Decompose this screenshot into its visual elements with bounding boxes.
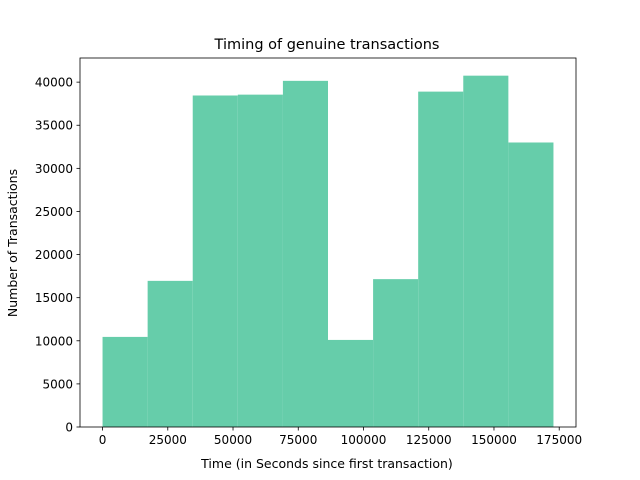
plot-frame [79,57,577,428]
y-tick-label: 0 [65,421,73,435]
histogram-bar [237,94,283,427]
x-tick-label: 100000 [341,433,387,447]
histogram-bar [147,280,193,427]
y-tick-label: 15000 [35,291,73,305]
y-tick-label: 20000 [35,248,73,262]
histogram-bar [508,142,554,427]
y-tick-label: 25000 [35,205,73,219]
histogram-bar [328,339,374,427]
bars-group [102,75,554,428]
x-axis-label: Time (in Seconds since first transaction… [200,456,453,471]
x-tick-label: 0 [99,433,107,447]
y-tick-label: 5000 [42,377,73,391]
y-tick-label: 30000 [35,162,73,176]
x-tick-label: 75000 [279,433,317,447]
x-tick-label: 175000 [536,433,582,447]
x-tick-label: 25000 [149,433,187,447]
chart-title: Timing of genuine transactions [214,37,440,53]
histogram-bar [463,75,509,427]
y-axis-label: Number of Transactions [5,169,20,317]
y-tick-label: 10000 [35,334,73,348]
x-axis: 0 25000 50000 75000 100000 125000 150000 175000 [99,427,582,447]
histogram-bar [373,279,419,427]
y-tick-label: 40000 [35,76,73,90]
x-tick-label: 125000 [406,433,452,447]
histogram-bar [418,91,464,427]
y-axis: 0 5000 10000 15000 20000 25000 30000 35000 40000 [35,76,80,435]
histogram-bar [102,336,148,427]
histogram-bar [192,95,238,427]
x-tick-label: 150000 [471,433,517,447]
histogram-bar [282,80,328,428]
y-tick-label: 35000 [35,119,73,133]
x-tick-label: 50000 [214,433,252,447]
